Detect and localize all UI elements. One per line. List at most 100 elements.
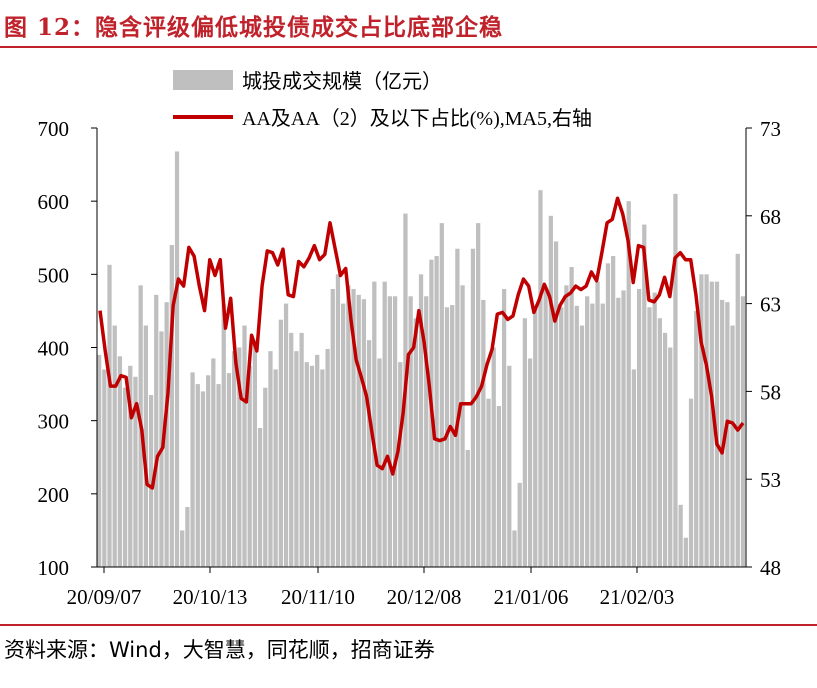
bar — [247, 365, 252, 567]
bar — [304, 362, 309, 567]
bar — [595, 281, 600, 567]
bar — [574, 305, 579, 567]
bar — [720, 299, 725, 567]
bar — [320, 369, 325, 567]
bar — [154, 294, 159, 567]
bar — [450, 305, 455, 567]
bar — [377, 358, 382, 567]
bar — [133, 376, 138, 567]
bar — [647, 307, 652, 567]
bar — [517, 482, 522, 567]
bar — [398, 362, 403, 567]
y2-tick-label: 63 — [760, 293, 781, 317]
bar — [289, 332, 294, 567]
bar — [522, 318, 527, 567]
bar — [128, 365, 133, 567]
legend-bar-swatch — [173, 70, 233, 90]
bar — [688, 398, 694, 567]
bar — [325, 348, 330, 567]
legend-bar-label: 城投成交规模（亿元） — [242, 70, 442, 93]
bar — [730, 325, 735, 567]
bar — [486, 398, 491, 567]
source-note: 资料来源：Wind，大智慧，同花顺，招商证券 — [4, 638, 435, 662]
bar — [117, 356, 123, 567]
x-tick-label: 21/02/03 — [600, 585, 675, 609]
bar — [548, 215, 553, 568]
bar — [330, 288, 335, 567]
bar — [387, 296, 393, 567]
bar — [206, 375, 211, 567]
bar — [512, 530, 517, 567]
bar — [611, 256, 616, 567]
bar — [673, 193, 678, 567]
bar — [392, 296, 398, 567]
bar — [361, 299, 367, 567]
bar — [600, 303, 605, 567]
bar — [143, 325, 148, 567]
bar — [335, 274, 341, 567]
bar — [346, 285, 351, 567]
bar — [273, 369, 278, 567]
y2-tick-label: 48 — [760, 556, 781, 580]
bar — [315, 354, 320, 567]
source-rule — [0, 624, 817, 626]
bar — [501, 288, 507, 567]
bar — [366, 340, 372, 567]
bar — [190, 372, 195, 567]
bar — [496, 406, 502, 567]
legend[interactable]: 城投成交规模（亿元） AA及AA（2）及以下占比(%),MA5,右轴 — [173, 70, 592, 130]
bar — [585, 296, 590, 567]
bar — [226, 373, 232, 567]
bar-series — [97, 151, 746, 568]
y-tick-label: 600 — [38, 190, 70, 214]
bar — [559, 307, 564, 567]
bar — [709, 281, 714, 567]
bar — [434, 256, 439, 567]
bar — [309, 365, 315, 567]
bar — [460, 285, 465, 567]
bar — [465, 449, 470, 567]
bar — [569, 267, 574, 567]
bar — [148, 395, 154, 567]
y2-tick-label: 58 — [760, 380, 781, 404]
bar — [200, 391, 206, 567]
bar — [112, 325, 117, 567]
bar — [180, 530, 185, 567]
bar — [590, 303, 595, 567]
bar — [299, 332, 304, 567]
bar — [237, 347, 242, 567]
legend-line-label: AA及AA（2）及以下占比(%),MA5,右轴 — [242, 107, 592, 130]
bar — [553, 241, 559, 567]
bar — [418, 274, 424, 567]
bar — [283, 303, 289, 567]
bar — [678, 504, 683, 567]
bar — [341, 303, 346, 567]
x-tick-label: 20/10/13 — [173, 585, 248, 609]
bar — [662, 332, 668, 567]
bar — [527, 358, 533, 567]
bar — [164, 302, 169, 567]
bar — [195, 384, 200, 567]
bar — [642, 224, 647, 567]
x-tick-label: 21/01/06 — [494, 585, 569, 609]
bar — [533, 307, 538, 567]
y2-tick-label: 68 — [760, 205, 781, 229]
bar — [221, 303, 226, 567]
x-tick-label: 20/12/08 — [387, 585, 462, 609]
bar — [216, 384, 221, 567]
bar — [372, 281, 377, 567]
bar — [122, 387, 128, 567]
bar — [714, 281, 720, 567]
y2-tick-label: 73 — [760, 117, 781, 141]
y-tick-label: 700 — [38, 117, 70, 141]
bar — [263, 387, 268, 567]
bar — [408, 296, 413, 567]
bar — [470, 248, 476, 568]
bar — [382, 281, 387, 567]
y2-tick-label: 53 — [760, 468, 781, 492]
ma5-line — [98, 196, 745, 490]
bar — [424, 296, 429, 567]
bar — [356, 294, 361, 567]
bar — [507, 365, 512, 567]
